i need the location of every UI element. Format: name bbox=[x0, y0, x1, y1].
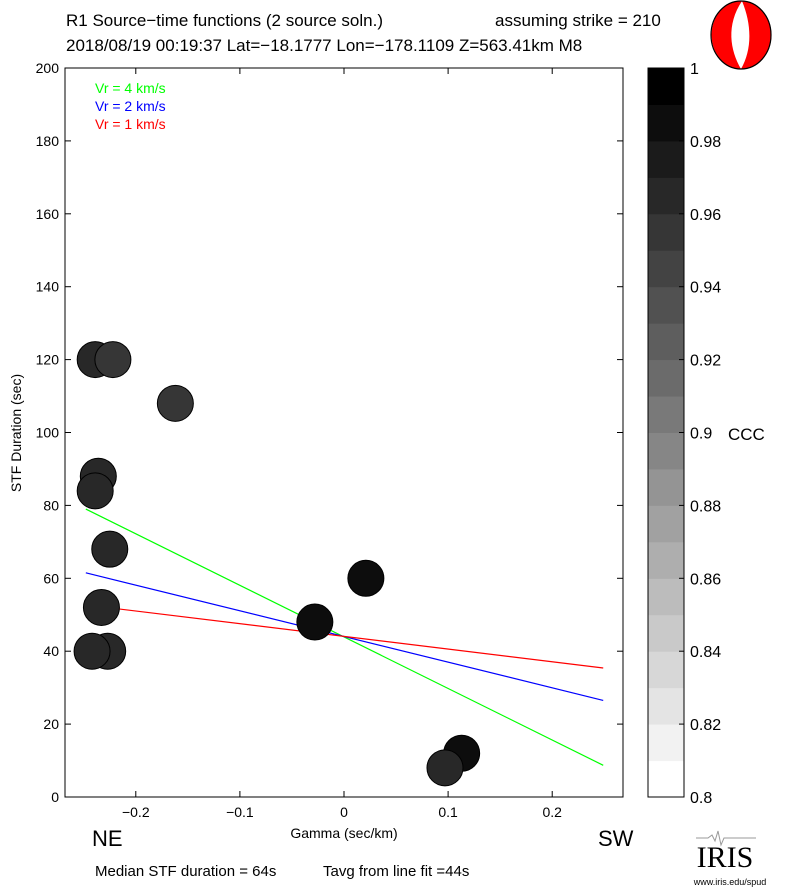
legend-entry: Vr = 2 km/s bbox=[95, 98, 166, 114]
y-tick-label: 40 bbox=[43, 643, 59, 659]
colorbar-bin bbox=[648, 104, 684, 142]
x-tick-label: 0 bbox=[340, 804, 348, 820]
data-point bbox=[156, 384, 194, 422]
colorbar-bin bbox=[648, 396, 684, 433]
colorbar-bin bbox=[648, 724, 684, 762]
data-point bbox=[82, 588, 120, 626]
legend: Vr = 4 km/s Vr = 2 km/s Vr = 1 km/s bbox=[95, 80, 166, 132]
colorbar-bin bbox=[648, 578, 684, 616]
colorbar-tick-label: 0.88 bbox=[690, 498, 721, 515]
y-tick-label: 100 bbox=[36, 425, 60, 441]
colorbar-label: CCC bbox=[728, 425, 765, 444]
colorbar-bin bbox=[648, 432, 684, 470]
y-tick-label: 180 bbox=[36, 133, 60, 149]
tavg-text: Tavg from line fit =44s bbox=[323, 863, 469, 880]
y-tick-label: 200 bbox=[36, 60, 60, 76]
y-tick-label: 0 bbox=[51, 789, 59, 805]
data-point bbox=[94, 341, 132, 379]
x-tick-label: 0.2 bbox=[542, 804, 562, 820]
colorbar-bin bbox=[648, 286, 684, 324]
iris-logo: IRIS www.iris.edu/spud bbox=[693, 830, 767, 887]
median-text: Median STF duration = 64s bbox=[95, 863, 276, 880]
y-tick-label: 140 bbox=[36, 279, 60, 295]
y-axis-label: STF Duration (sec) bbox=[8, 374, 24, 492]
x-tick-label: −0.1 bbox=[226, 804, 254, 820]
data-point bbox=[426, 749, 464, 787]
x-tick-label: 0.1 bbox=[438, 804, 458, 820]
data-point bbox=[73, 632, 111, 670]
data-point bbox=[347, 559, 385, 597]
colorbar-bin bbox=[648, 614, 684, 652]
colorbar-tick-label: 0.9 bbox=[690, 426, 712, 443]
colorbar-tick-label: 0.94 bbox=[690, 280, 721, 297]
iris-logo-text: IRIS bbox=[697, 841, 754, 874]
colorbar-bin bbox=[648, 68, 684, 105]
colorbar-tick-label: 0.96 bbox=[690, 207, 721, 224]
strike-text: assuming strike = 210 bbox=[495, 11, 661, 30]
x-tick-label: −0.2 bbox=[122, 804, 150, 820]
title-line2: 2018/08/19 00:19:37 Lat=−18.1777 Lon=−17… bbox=[66, 36, 582, 55]
x-axis-label: Gamma (sec/km) bbox=[290, 825, 397, 841]
colorbar-tick-label: 0.98 bbox=[690, 134, 721, 151]
colorbar-bin bbox=[648, 541, 684, 579]
iris-url: www.iris.edu/spud bbox=[693, 877, 767, 887]
y-tick-label: 160 bbox=[36, 206, 60, 222]
colorbar-bin bbox=[648, 468, 684, 506]
beachball-icon bbox=[710, 0, 772, 70]
colorbar-tick-label: 0.86 bbox=[690, 571, 721, 588]
colorbar-bin bbox=[648, 760, 684, 798]
colorbar-bin bbox=[648, 177, 684, 215]
colorbar: 0.8 0.82 0.84 0.86 0.88 0.9 0.92 0.94 0.96 0.98 1 bbox=[647, 61, 721, 807]
colorbar-bin bbox=[648, 359, 684, 397]
data-point bbox=[296, 603, 334, 641]
y-tick-label: 60 bbox=[43, 570, 59, 586]
colorbar-bin bbox=[648, 213, 684, 251]
colorbar-bin bbox=[648, 687, 684, 725]
colorbar-bin bbox=[648, 651, 684, 689]
colorbar-bin bbox=[648, 140, 684, 178]
fit-line-3 bbox=[85, 604, 604, 669]
data-point bbox=[91, 530, 129, 568]
plot-area bbox=[64, 67, 624, 798]
direction-left: NE bbox=[92, 826, 123, 851]
colorbar-tick-label: 1 bbox=[690, 61, 699, 78]
colorbar-tick-label: 0.92 bbox=[690, 353, 721, 370]
colorbar-bin bbox=[648, 323, 684, 361]
title-line1: R1 Source−time functions (2 source soln.… bbox=[66, 11, 383, 30]
colorbar-tick-label: 0.8 bbox=[690, 790, 712, 807]
data-point bbox=[76, 472, 114, 510]
legend-entry: Vr = 1 km/s bbox=[95, 116, 166, 132]
colorbar-tick-label: 0.84 bbox=[690, 644, 721, 661]
y-tick-label: 80 bbox=[43, 497, 59, 513]
colorbar-bin bbox=[648, 250, 684, 288]
direction-right: SW bbox=[598, 826, 634, 851]
y-tick-label: 20 bbox=[43, 716, 59, 732]
y-tick-label: 120 bbox=[36, 352, 60, 368]
colorbar-bin bbox=[648, 505, 684, 543]
colorbar-tick-label: 0.82 bbox=[690, 717, 721, 734]
legend-entry: Vr = 4 km/s bbox=[95, 80, 166, 96]
